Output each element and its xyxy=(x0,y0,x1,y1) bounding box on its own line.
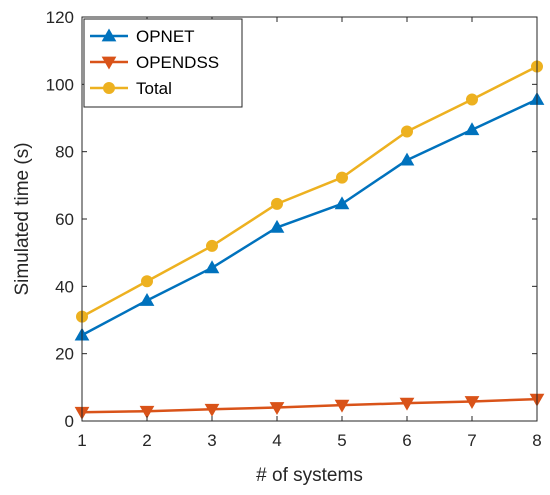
y-tick-label: 80 xyxy=(55,143,74,162)
x-tick-label: 4 xyxy=(272,431,281,450)
data-point xyxy=(399,152,415,166)
data-point xyxy=(399,397,415,411)
data-point xyxy=(204,260,220,274)
x-tick-label: 8 xyxy=(532,431,541,450)
series-line xyxy=(81,397,538,414)
y-tick-label: 120 xyxy=(46,8,74,27)
y-tick-label: 60 xyxy=(55,210,74,229)
y-tick-label: 100 xyxy=(46,75,74,94)
series-line xyxy=(81,98,538,337)
data-point xyxy=(464,122,480,136)
data-point xyxy=(269,402,285,416)
data-point xyxy=(334,196,350,210)
x-tick-label: 2 xyxy=(142,431,151,450)
data-point xyxy=(204,403,220,417)
data-point xyxy=(139,292,155,306)
y-tick-label: 20 xyxy=(55,345,74,364)
data-point xyxy=(271,197,283,210)
data-point xyxy=(466,93,478,106)
data-point xyxy=(141,275,153,288)
legend-label: OPNET xyxy=(136,27,195,46)
x-tick-label: 6 xyxy=(402,431,411,450)
x-tick-label: 5 xyxy=(337,431,346,450)
y-axis-label: Simulated time (s) xyxy=(12,142,33,295)
data-point xyxy=(336,171,348,184)
data-point xyxy=(334,399,350,413)
data-point xyxy=(269,219,285,233)
legend-label: Total xyxy=(136,79,172,98)
series-line xyxy=(81,65,538,318)
series-opendss xyxy=(74,393,545,420)
series-total xyxy=(76,60,543,323)
legend-item-total: Total xyxy=(90,79,172,98)
legend-label: OPENDSS xyxy=(136,53,219,72)
y-tick-label: 0 xyxy=(65,412,74,431)
legend-marker xyxy=(101,28,117,42)
data-point xyxy=(206,239,218,252)
data-point xyxy=(464,396,480,409)
data-point xyxy=(139,405,155,419)
y-tick-label: 40 xyxy=(55,277,74,296)
legend-item-opnet: OPNET xyxy=(90,27,195,46)
series-layer xyxy=(74,60,545,420)
x-tick-label: 1 xyxy=(77,431,86,450)
series-opnet xyxy=(74,91,545,341)
x-tick-label: 3 xyxy=(207,431,216,450)
legend-marker xyxy=(103,82,115,94)
legend-marker xyxy=(101,56,117,70)
x-tick-label: 7 xyxy=(467,431,476,450)
data-point xyxy=(401,125,413,138)
legend: OPNET OPENDSS Total xyxy=(83,18,243,108)
legend-item-opendss: OPENDSS xyxy=(90,53,219,72)
x-axis-label: # of systems xyxy=(256,465,363,486)
